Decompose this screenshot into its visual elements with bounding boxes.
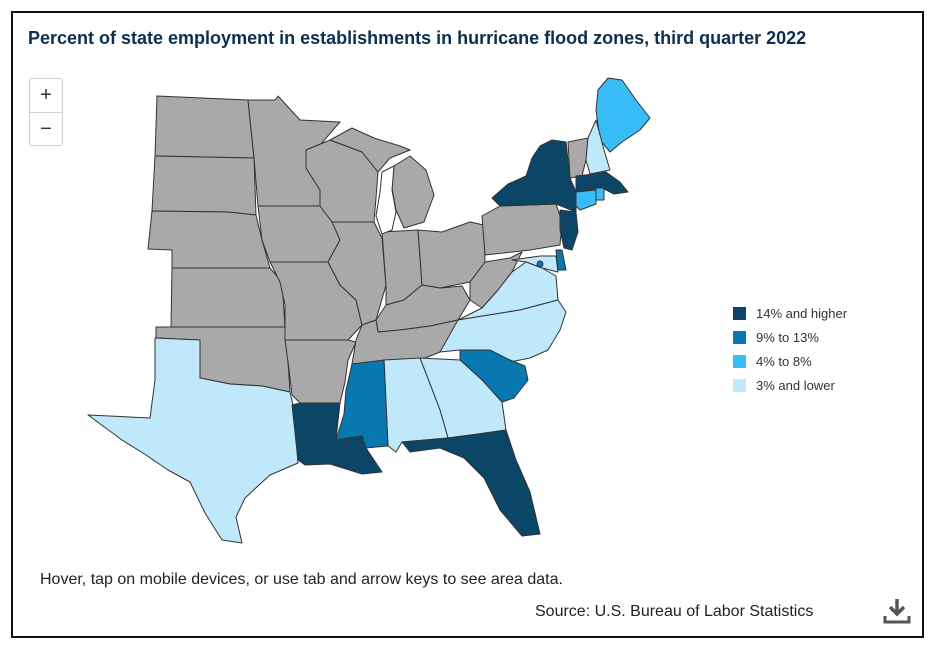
download-icon[interactable]: [882, 597, 912, 625]
state-pennsylvania[interactable]: [481, 203, 563, 256]
zoom-controls: + −: [29, 78, 63, 146]
state-nebraska[interactable]: [147, 210, 271, 269]
legend-label: 4% to 8%: [756, 353, 812, 369]
legend-item[interactable]: 14% and higher: [733, 301, 847, 325]
state-new-jersey[interactable]: [559, 209, 579, 251]
state-maine[interactable]: [595, 77, 651, 153]
zoom-in-button[interactable]: +: [40, 84, 52, 106]
legend-swatch: [733, 330, 746, 344]
state-michigan-upper[interactable]: [329, 127, 411, 173]
legend-label: 3% and lower: [756, 377, 835, 393]
state-connecticut[interactable]: [575, 189, 597, 211]
legend-swatch: [733, 354, 746, 368]
legend-item[interactable]: 4% to 8%: [733, 349, 847, 373]
legend-label: 9% to 13%: [756, 329, 819, 345]
zoom-out-button[interactable]: −: [30, 112, 62, 146]
state-texas[interactable]: [87, 337, 299, 544]
state-kansas[interactable]: [170, 267, 286, 328]
state-new-york[interactable]: [491, 139, 577, 213]
legend-swatch: [733, 306, 746, 320]
legend-swatch: [733, 378, 746, 392]
state-new-hampshire[interactable]: [585, 119, 611, 175]
state-north-dakota[interactable]: [154, 95, 255, 159]
state-louisiana[interactable]: [291, 402, 383, 475]
source-text: Source: U.S. Bureau of Labor Statistics: [535, 603, 814, 620]
lake-michigan: [375, 165, 397, 235]
legend-item[interactable]: 3% and lower: [733, 373, 847, 397]
instructions-text: Hover, tap on mobile devices, or use tab…: [40, 571, 563, 588]
state-district-of-columbia[interactable]: [536, 260, 544, 268]
state-north-carolina[interactable]: [439, 299, 567, 363]
chart-title: Percent of state employment in establish…: [28, 28, 807, 48]
state-arkansas[interactable]: [284, 339, 357, 404]
map-legend: 14% and higher 9% to 13% 4% to 8% 3% and…: [733, 301, 847, 397]
legend-label: 14% and higher: [756, 305, 848, 321]
state-south-dakota[interactable]: [151, 155, 257, 216]
state-michigan-lower[interactable]: [391, 155, 435, 229]
legend-item[interactable]: 9% to 13%: [733, 325, 847, 349]
state-florida[interactable]: [401, 429, 541, 537]
state-vermont[interactable]: [567, 137, 589, 179]
state-rhode-island[interactable]: [595, 187, 605, 201]
